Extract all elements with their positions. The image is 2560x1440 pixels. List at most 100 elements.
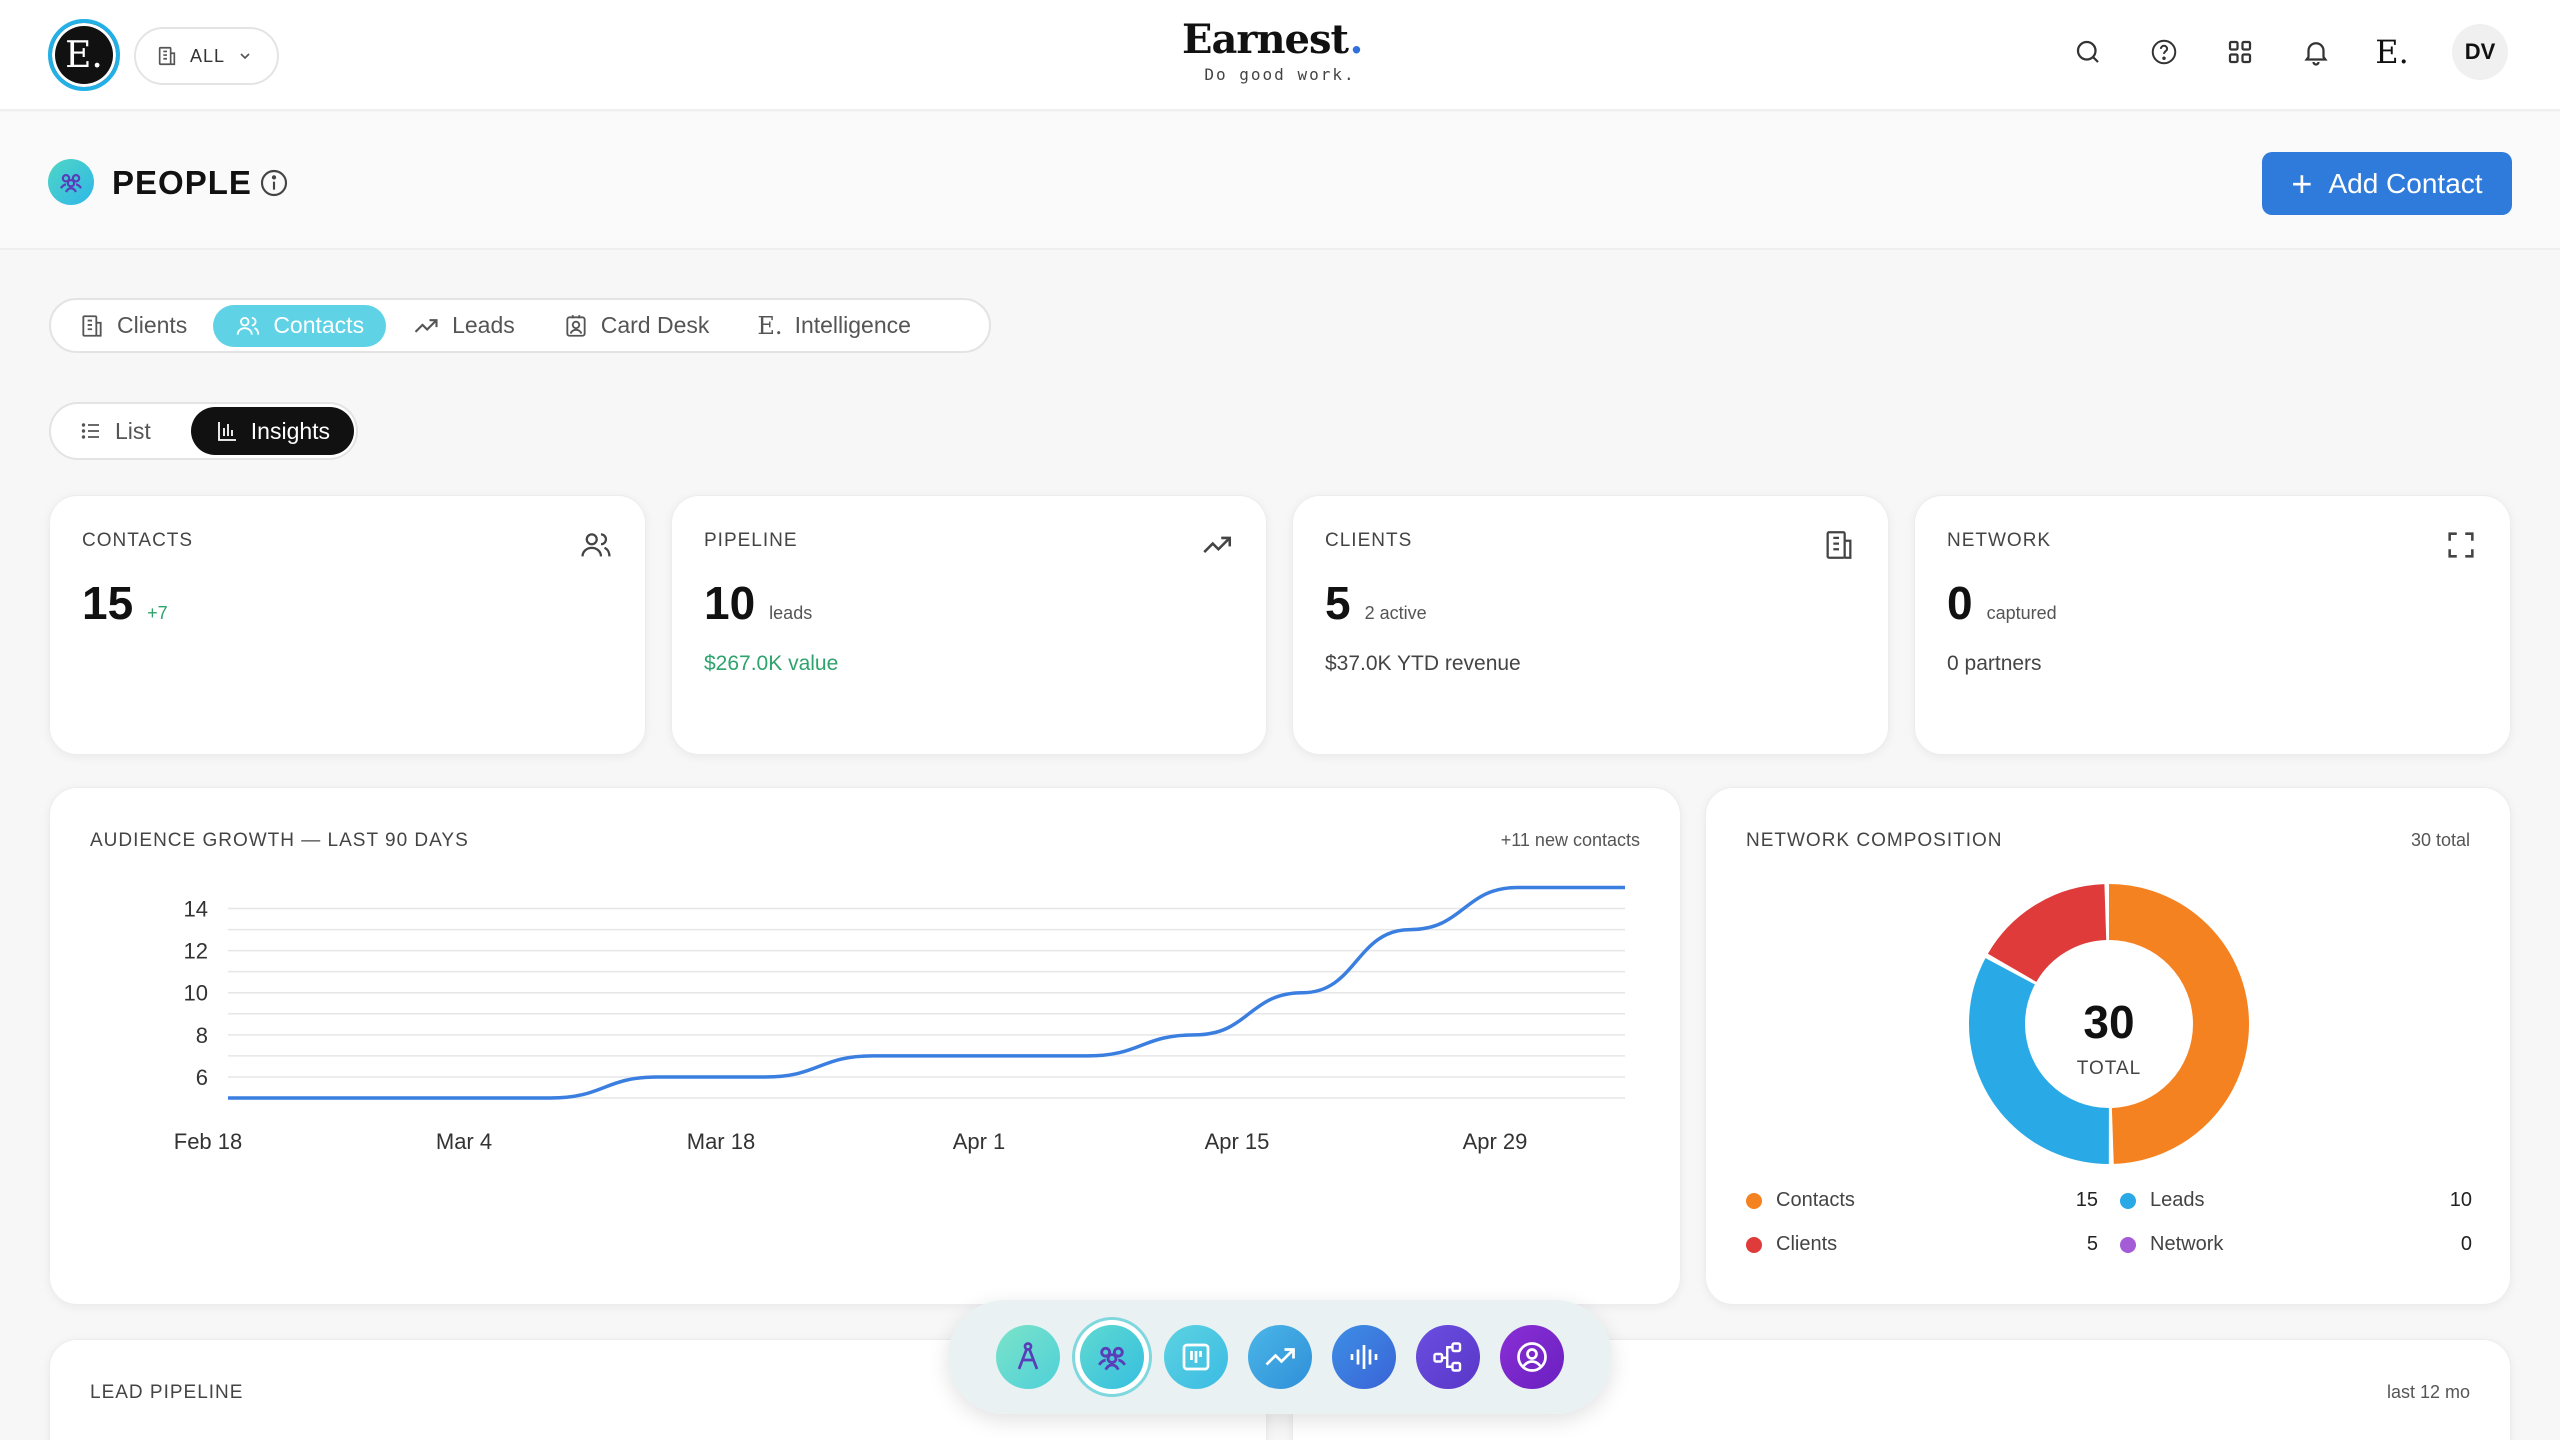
scope-select[interactable]: ALL xyxy=(134,27,279,85)
legend-value: 5 xyxy=(2086,1233,2098,1255)
x-tick-label: Apr 15 xyxy=(1205,1129,1270,1154)
trend-icon xyxy=(1200,528,1234,567)
lead-pipeline-title: LEAD PIPELINE xyxy=(90,1382,244,1403)
stat-label: PIPELINE xyxy=(704,530,798,551)
network-composition-card: NETWORK COMPOSITION 30 total 30 TOTAL Con… xyxy=(1705,787,2511,1305)
trend-icon[interactable] xyxy=(1248,1325,1312,1389)
board-icon[interactable] xyxy=(1164,1325,1228,1389)
tab-label: Contacts xyxy=(273,312,365,338)
users-icon xyxy=(237,316,260,335)
view-label: List xyxy=(115,417,151,444)
bar-chart-icon xyxy=(217,422,236,441)
tab-leads[interactable]: Leads xyxy=(390,305,537,347)
stat-foot: $37.0K YTD revenue xyxy=(1325,652,1521,675)
stat-card-network[interactable]: NETWORK 0 captured 0 partners xyxy=(1914,495,2511,755)
tab-card-desk[interactable]: Card Desk xyxy=(541,305,732,347)
info-icon[interactable] xyxy=(258,167,290,204)
stat-card-contacts[interactable]: CONTACTS 15 +7 xyxy=(49,495,646,755)
legend-item-leads: Leads xyxy=(2120,1189,2205,1212)
bell-icon[interactable] xyxy=(2300,36,2332,68)
tab-clients[interactable]: Clients xyxy=(57,305,209,347)
audience-growth-card: AUDIENCE GROWTH — LAST 90 DAYS +11 new c… xyxy=(49,787,1681,1305)
app-logo[interactable]: E. xyxy=(48,19,120,91)
top-bar: E. ALL Earnest. Do good work. E. DV xyxy=(0,0,2560,111)
chevron-down-icon xyxy=(240,53,250,60)
add-contact-label: Add Contact xyxy=(2328,167,2483,199)
x-tick-label: Feb 18 xyxy=(174,1129,243,1154)
y-tick-label: 6 xyxy=(196,1065,208,1090)
x-tick-label: Apr 29 xyxy=(1463,1129,1528,1154)
intelligence-icon[interactable]: E. xyxy=(2375,33,2409,71)
stat-delta: +7 xyxy=(147,603,168,623)
plus-icon: + xyxy=(2291,162,2313,204)
stat-label: CONTACTS xyxy=(82,530,194,551)
page-title: PEOPLE xyxy=(112,164,252,201)
view-insights-button[interactable]: Insights xyxy=(190,407,355,455)
donut-slice-leads[interactable] xyxy=(1969,884,2249,1164)
people-icon xyxy=(48,159,94,205)
legend-item-network: Network xyxy=(2120,1233,2223,1256)
legend-value: 10 xyxy=(2449,1189,2472,1211)
stat-value: 10 xyxy=(704,577,756,629)
network-composition-chart: 30 TOTAL xyxy=(1969,884,2249,1164)
brand[interactable]: Earnest. Do good work. xyxy=(1180,16,1380,84)
help-icon[interactable] xyxy=(2148,36,2180,68)
stat-card-pipeline[interactable]: PIPELINE 10 leads $267.0K value xyxy=(671,495,1267,755)
page-header: PEOPLE + Add Contact xyxy=(0,112,2560,250)
stat-value: 5 xyxy=(1325,577,1351,629)
app-dock xyxy=(948,1300,1612,1414)
compass-icon[interactable] xyxy=(996,1325,1060,1389)
scope-label: ALL xyxy=(190,45,226,66)
trend-icon xyxy=(414,318,438,333)
profile-icon[interactable] xyxy=(1500,1325,1564,1389)
header-actions: E. DV xyxy=(2072,24,2508,80)
expand-icon xyxy=(2444,528,2478,567)
intelligence-mark: E. xyxy=(2375,33,2409,71)
tab-label: Intelligence xyxy=(794,312,911,338)
chart-note: 30 total xyxy=(2410,830,2470,850)
list-icon xyxy=(81,423,99,439)
donut-center-value: 30 xyxy=(2083,996,2134,1048)
tab-label: Card Desk xyxy=(600,312,710,338)
tab-contacts[interactable]: Contacts xyxy=(213,304,387,347)
building-icon xyxy=(82,314,102,337)
stat-sub: captured xyxy=(1986,603,2057,623)
view-label: Insights xyxy=(250,417,331,444)
donut-slice-contacts[interactable] xyxy=(1969,884,2249,1164)
card-icon xyxy=(566,314,586,337)
tab-label: Leads xyxy=(452,312,515,338)
stat-foot: $267.0K value xyxy=(704,652,839,675)
grid-icon[interactable] xyxy=(2224,36,2256,68)
stat-label: CLIENTS xyxy=(1325,530,1413,551)
stat-sub: 2 active xyxy=(1364,603,1427,623)
donut-center-label: TOTAL xyxy=(2077,1058,2141,1079)
logo-letter: E. xyxy=(65,34,103,76)
users-icon xyxy=(579,528,613,567)
network-icon[interactable] xyxy=(1416,1325,1480,1389)
add-contact-button[interactable]: + Add Contact xyxy=(2262,152,2512,215)
voice-icon[interactable] xyxy=(1332,1325,1396,1389)
legend-label: Clients xyxy=(1776,1233,1838,1255)
legend-value: 0 xyxy=(2460,1233,2472,1255)
view-toggle: List Insights xyxy=(49,402,358,460)
period-note: last 12 mo xyxy=(2386,1382,2470,1402)
legend-item-clients: Clients xyxy=(1746,1233,1837,1256)
building-icon xyxy=(1822,528,1856,567)
legend-value: 15 xyxy=(2075,1189,2098,1211)
section-tabs: Clients Contacts Leads Card Desk E. Inte… xyxy=(49,298,991,353)
y-tick-label: 10 xyxy=(184,981,208,1006)
y-tick-label: 8 xyxy=(196,1023,208,1048)
x-tick-label: Mar 4 xyxy=(436,1129,492,1154)
brand-tagline: Do good work. xyxy=(1204,65,1356,84)
search-icon[interactable] xyxy=(2072,36,2104,68)
chart-title: NETWORK COMPOSITION xyxy=(1746,830,2003,851)
legend-dot xyxy=(2120,1192,2136,1209)
view-list-button[interactable]: List xyxy=(55,407,175,455)
y-tick-label: 12 xyxy=(184,939,208,964)
avatar[interactable]: DV xyxy=(2452,24,2508,80)
legend-dot xyxy=(2120,1236,2136,1253)
stat-card-clients[interactable]: CLIENTS 5 2 active $37.0K YTD revenue xyxy=(1292,495,1889,755)
chart-note: +11 new contacts xyxy=(1500,830,1640,850)
tab-intelligence[interactable]: E. Intelligence xyxy=(735,305,933,347)
people-icon[interactable] xyxy=(1080,1325,1144,1389)
